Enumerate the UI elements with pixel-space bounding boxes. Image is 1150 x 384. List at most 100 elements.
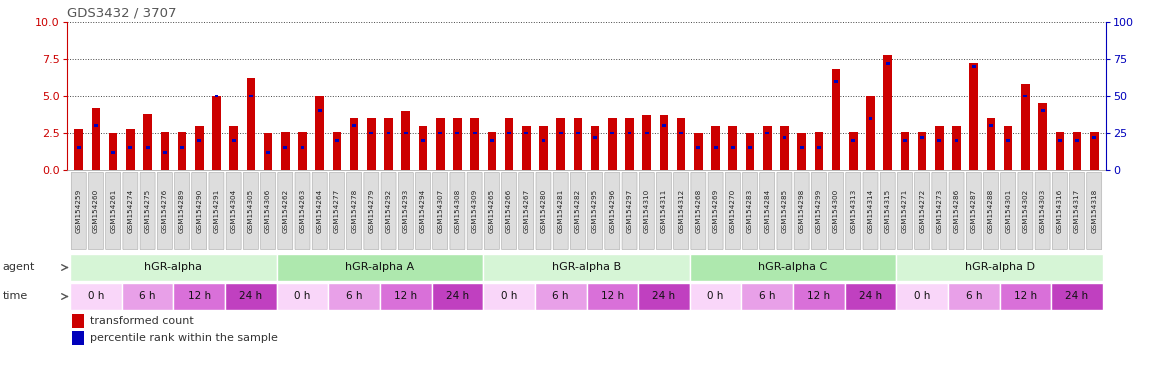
- FancyBboxPatch shape: [691, 172, 706, 250]
- FancyBboxPatch shape: [244, 172, 259, 250]
- Bar: [896, 254, 1103, 281]
- FancyBboxPatch shape: [708, 172, 723, 250]
- Bar: [109, 133, 117, 170]
- Bar: [697, 146, 700, 149]
- Text: GSM154275: GSM154275: [145, 189, 151, 233]
- Text: GSM154300: GSM154300: [833, 189, 840, 233]
- Bar: [816, 146, 821, 149]
- Bar: [999, 283, 1051, 310]
- Text: GSM154288: GSM154288: [988, 189, 994, 233]
- Text: 12 h: 12 h: [807, 291, 830, 301]
- Bar: [1051, 283, 1103, 310]
- FancyBboxPatch shape: [484, 172, 499, 250]
- Bar: [328, 283, 380, 310]
- FancyBboxPatch shape: [1018, 172, 1033, 250]
- Bar: [954, 139, 958, 142]
- Bar: [263, 133, 273, 170]
- Text: agent: agent: [2, 263, 34, 273]
- Text: 6 h: 6 h: [139, 291, 156, 301]
- Bar: [300, 146, 305, 149]
- Bar: [507, 131, 511, 134]
- Bar: [419, 126, 428, 170]
- FancyBboxPatch shape: [743, 172, 758, 250]
- Bar: [488, 131, 496, 170]
- FancyBboxPatch shape: [536, 172, 551, 250]
- Bar: [77, 146, 81, 149]
- Bar: [380, 283, 431, 310]
- Text: GSM154295: GSM154295: [592, 189, 598, 233]
- Bar: [522, 126, 530, 170]
- Text: 6 h: 6 h: [552, 291, 569, 301]
- FancyBboxPatch shape: [158, 172, 172, 250]
- Bar: [404, 131, 408, 134]
- FancyBboxPatch shape: [862, 172, 877, 250]
- Bar: [266, 151, 270, 154]
- Bar: [483, 254, 690, 281]
- Bar: [196, 126, 204, 170]
- FancyBboxPatch shape: [1087, 172, 1102, 250]
- Bar: [797, 133, 806, 170]
- FancyBboxPatch shape: [381, 172, 396, 250]
- Bar: [745, 133, 754, 170]
- FancyBboxPatch shape: [812, 172, 827, 250]
- Text: GSM154316: GSM154316: [1057, 189, 1063, 233]
- Text: 24 h: 24 h: [1066, 291, 1089, 301]
- Bar: [470, 118, 478, 170]
- Bar: [883, 55, 892, 170]
- Text: hGR-alpha D: hGR-alpha D: [965, 263, 1035, 273]
- Bar: [75, 129, 83, 170]
- Bar: [695, 133, 703, 170]
- Text: 12 h: 12 h: [600, 291, 624, 301]
- Text: GSM154270: GSM154270: [730, 189, 736, 233]
- Bar: [122, 283, 174, 310]
- FancyBboxPatch shape: [795, 172, 810, 250]
- Text: GSM154313: GSM154313: [850, 189, 857, 233]
- Text: GSM154268: GSM154268: [696, 189, 702, 233]
- Bar: [972, 65, 975, 68]
- Bar: [643, 115, 651, 170]
- Bar: [212, 96, 221, 170]
- Bar: [731, 146, 735, 149]
- Text: time: time: [2, 291, 28, 301]
- Text: GSM154278: GSM154278: [351, 189, 358, 233]
- FancyBboxPatch shape: [501, 172, 516, 250]
- Bar: [352, 124, 356, 127]
- Bar: [591, 126, 599, 170]
- Text: GSM154269: GSM154269: [713, 189, 719, 233]
- FancyBboxPatch shape: [829, 172, 844, 250]
- Bar: [72, 314, 84, 328]
- Bar: [814, 131, 823, 170]
- Text: GSM154311: GSM154311: [661, 189, 667, 233]
- Text: hGR-alpha B: hGR-alpha B: [552, 263, 621, 273]
- Bar: [989, 124, 992, 127]
- Text: GSM154318: GSM154318: [1091, 189, 1097, 233]
- Bar: [782, 136, 787, 139]
- Bar: [969, 63, 977, 170]
- Bar: [281, 131, 290, 170]
- Bar: [161, 131, 169, 170]
- Bar: [952, 126, 961, 170]
- Text: GSM154261: GSM154261: [110, 189, 116, 233]
- Text: 0 h: 0 h: [294, 291, 311, 301]
- Bar: [1038, 103, 1046, 170]
- Text: GSM154279: GSM154279: [368, 189, 375, 233]
- Bar: [762, 126, 772, 170]
- Bar: [660, 115, 668, 170]
- Bar: [317, 109, 322, 112]
- Bar: [436, 118, 445, 170]
- FancyBboxPatch shape: [106, 172, 121, 250]
- Text: GSM154286: GSM154286: [953, 189, 959, 233]
- Bar: [505, 118, 513, 170]
- FancyBboxPatch shape: [209, 172, 224, 250]
- FancyBboxPatch shape: [89, 172, 104, 250]
- Bar: [335, 139, 339, 142]
- Bar: [749, 146, 752, 149]
- Bar: [92, 108, 100, 170]
- Text: GSM154264: GSM154264: [316, 189, 323, 233]
- Bar: [524, 131, 528, 134]
- Bar: [1090, 131, 1098, 170]
- Text: GSM154297: GSM154297: [627, 189, 632, 233]
- FancyBboxPatch shape: [192, 172, 207, 250]
- Text: 6 h: 6 h: [966, 291, 982, 301]
- Text: GSM154317: GSM154317: [1074, 189, 1080, 233]
